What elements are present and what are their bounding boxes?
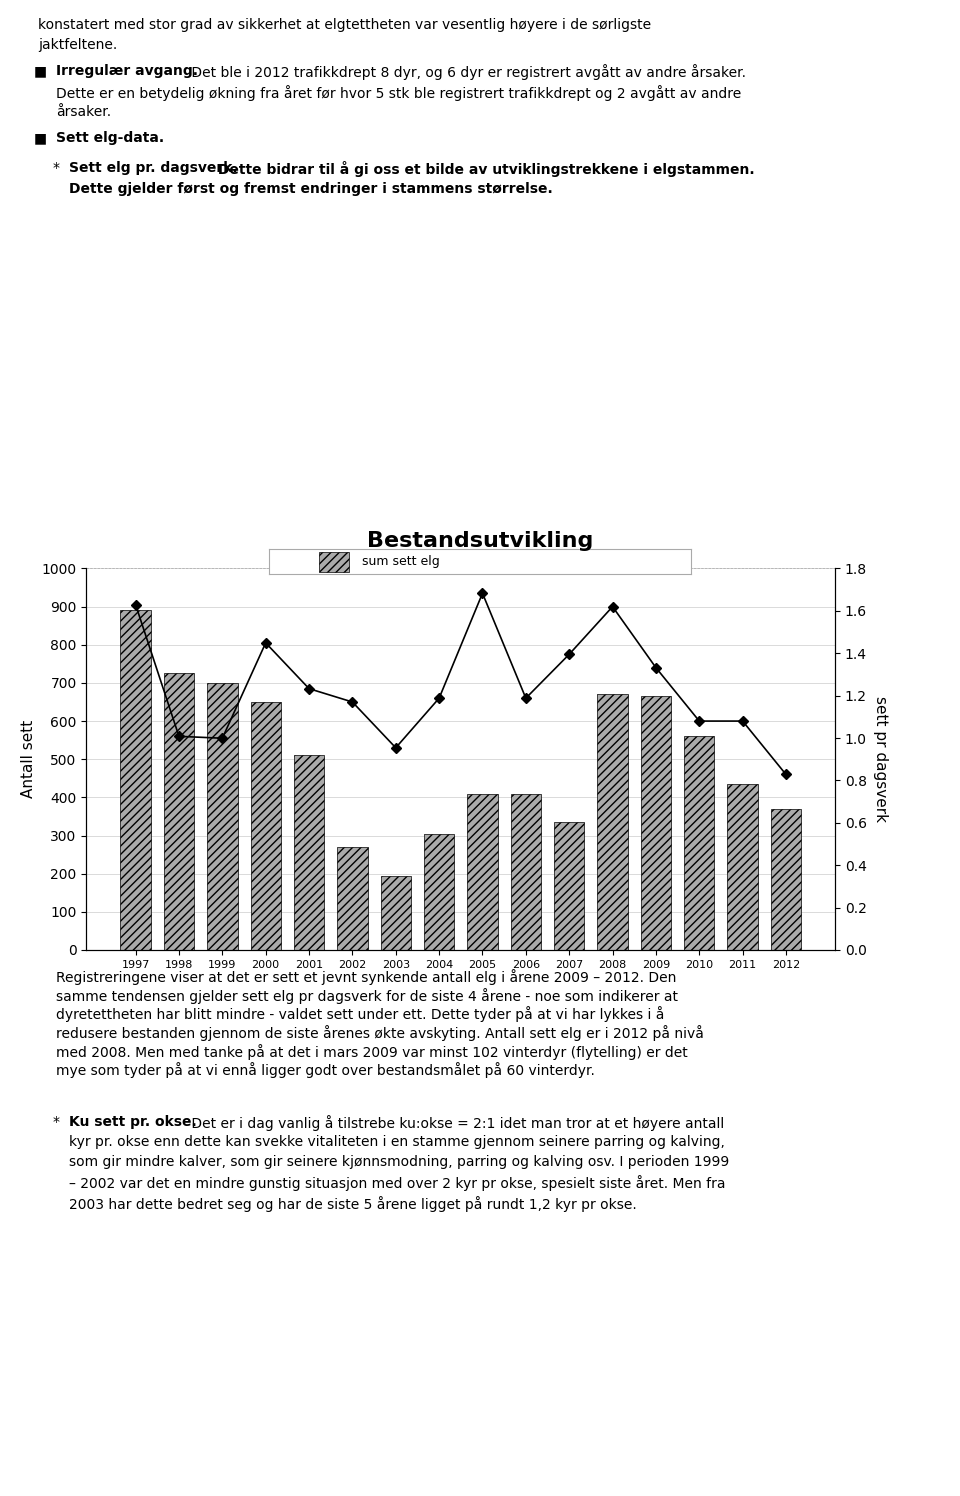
Bar: [771, 809, 802, 950]
Text: Ku sett pr. okse.: Ku sett pr. okse.: [69, 1115, 197, 1129]
Text: Sett elg pr. dagsverk.: Sett elg pr. dagsverk.: [69, 162, 238, 175]
Text: 2003 har dette bedret seg og har de siste 5 årene ligget på rundt 1,2 kyr pr oks: 2003 har dette bedret seg og har de sist…: [69, 1195, 636, 1212]
Text: – 2002 var det en mindre gunstig situasjon med over 2 kyr pr okse, spesielt sist: – 2002 var det en mindre gunstig situasj…: [69, 1176, 726, 1191]
Bar: [640, 696, 671, 950]
Text: Det er i dag vanlig å tilstrebe ku:okse = 2:1 idet man tror at et høyere antall: Det er i dag vanlig å tilstrebe ku:okse …: [187, 1115, 725, 1131]
Bar: [728, 784, 757, 950]
Bar: [164, 673, 194, 950]
Text: Registreringene viser at det er sett et jevnt synkende antall elg i årene 2009 –: Registreringene viser at det er sett et …: [56, 969, 704, 1079]
Text: kyr pr. okse enn dette kan svekke vitaliteten i en stamme gjennom seinere parrin: kyr pr. okse enn dette kan svekke vitali…: [69, 1135, 725, 1149]
Bar: [511, 793, 541, 950]
Text: sum sett elg: sum sett elg: [362, 555, 440, 568]
Bar: [380, 875, 411, 950]
Text: årsaker.: årsaker.: [56, 105, 110, 118]
Bar: [251, 702, 281, 950]
Bar: [554, 823, 585, 950]
Bar: [468, 793, 497, 950]
Bar: [684, 736, 714, 950]
Text: Bestandsutvikling: Bestandsutvikling: [367, 531, 593, 551]
Bar: [120, 610, 151, 950]
Bar: [294, 755, 324, 950]
Bar: [320, 552, 349, 571]
Text: Irregulær avgang.: Irregulær avgang.: [56, 64, 198, 78]
Text: Dette er en betydelig økning fra året før hvor 5 stk ble registrert trafikkdrept: Dette er en betydelig økning fra året fø…: [56, 85, 741, 100]
Text: jaktfeltene.: jaktfeltene.: [38, 37, 118, 52]
Text: Det ble i 2012 trafikkdrept 8 dyr, og 6 dyr er registrert avgått av andre årsake: Det ble i 2012 trafikkdrept 8 dyr, og 6 …: [187, 64, 746, 81]
Bar: [207, 684, 237, 950]
Text: Dette gjelder først og fremst endringer i stammens størrelse.: Dette gjelder først og fremst endringer …: [69, 181, 553, 196]
Text: konstatert med stor grad av sikkerhet at elgtettheten var vesentlig høyere i de : konstatert med stor grad av sikkerhet at…: [38, 18, 652, 31]
Text: *: *: [53, 1115, 60, 1129]
Text: ■: ■: [34, 64, 47, 78]
Text: ■: ■: [34, 132, 47, 145]
Text: Dette bidrar til å gi oss et bilde av utviklingstrekkene i elgstammen.: Dette bidrar til å gi oss et bilde av ut…: [213, 162, 755, 178]
Y-axis label: sett pr dagsverk: sett pr dagsverk: [873, 696, 888, 823]
Bar: [424, 833, 454, 950]
Bar: [337, 847, 368, 950]
Text: *: *: [53, 162, 60, 175]
Text: Sett elg-data.: Sett elg-data.: [56, 132, 164, 145]
Bar: [597, 694, 628, 950]
Text: som gir mindre kalver, som gir seinere kjønnsmodning, parring og kalving osv. I : som gir mindre kalver, som gir seinere k…: [69, 1155, 730, 1170]
Y-axis label: Antall sett: Antall sett: [21, 720, 36, 799]
